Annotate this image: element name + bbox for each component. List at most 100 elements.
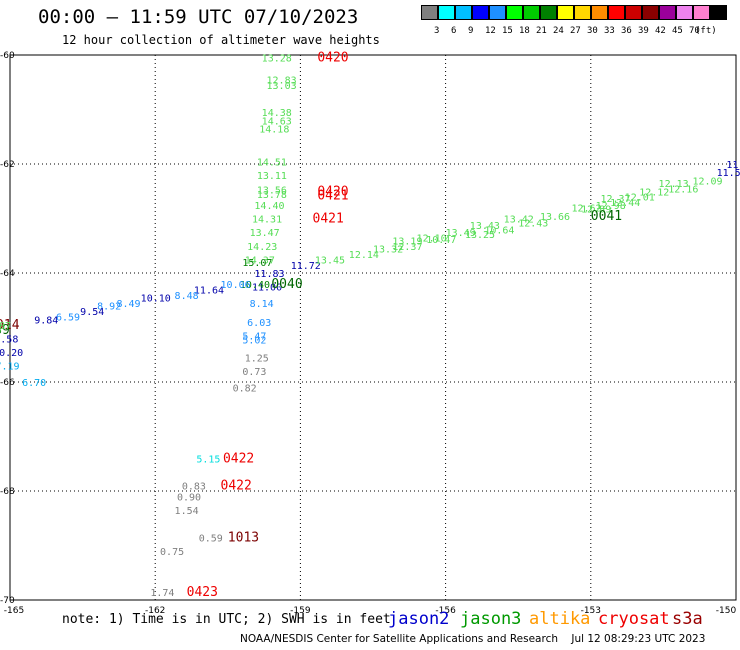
wave-height-label: 14.51	[257, 157, 287, 168]
wave-height-label: 13.87	[0, 321, 11, 332]
wave-height-label: 0.75	[160, 547, 184, 558]
wave-height-label: 13.49	[446, 228, 476, 239]
legend-swatch	[421, 5, 438, 20]
wave-height-label: 8.14	[250, 299, 274, 310]
lon-tick-label: -162	[145, 606, 165, 616]
wave-height-label: 12.89	[581, 205, 611, 216]
wave-height-label: 6.03	[247, 318, 271, 329]
pass-time-label: 0420	[317, 51, 348, 66]
wave-height-label: 13.78	[257, 190, 287, 201]
wave-height-label: 14.18	[259, 125, 289, 136]
wave-height-label: 12.83	[267, 76, 297, 87]
wave-height-label: 12.13	[659, 179, 689, 190]
wave-height-label: 13.47	[250, 228, 280, 239]
legend-swatch	[438, 5, 455, 20]
legend-label: 12	[485, 26, 496, 36]
wave-height-label: 5.15	[196, 454, 220, 465]
pass-time-label: 1014	[0, 318, 20, 333]
legend-swatch	[574, 5, 591, 20]
legend-swatch	[557, 5, 574, 20]
wave-height-label: 0.82	[233, 383, 257, 394]
lat-tick-label: -60	[0, 51, 15, 61]
lon-tick-label: -159	[290, 606, 311, 616]
wave-height-label: 8.92	[97, 302, 121, 313]
wave-height-label: 14.31	[252, 215, 282, 226]
wave-height-label: 10.06	[221, 280, 251, 291]
legend-label: 24	[553, 26, 564, 36]
wave-height-label: 9.84	[34, 315, 58, 326]
pass-time-label: 0422	[223, 451, 254, 466]
legend-label: 45	[672, 26, 683, 36]
wave-height-label: 14.40	[254, 201, 284, 212]
satellite-jason3: jason3	[460, 609, 522, 629]
wave-height-label: 12.98	[596, 201, 626, 212]
pass-time-label: 0039	[0, 323, 10, 338]
wave-height-label: 14.23	[247, 242, 277, 253]
wave-height-label: 13.43	[470, 221, 500, 232]
legend-label: 15	[502, 26, 513, 36]
wave-height-label: 12.12	[639, 187, 669, 198]
satellite-s3a: s3a	[672, 609, 703, 629]
legend-swatch	[489, 5, 506, 20]
legend-unit: (ft)	[695, 26, 717, 36]
legend-label: 42	[655, 26, 666, 36]
legend-label: 3	[434, 26, 440, 36]
wave-height-label: 7.19	[0, 362, 20, 373]
wave-height-label: 13.45	[315, 255, 345, 266]
wave-height-label: 13.56	[257, 186, 287, 197]
wave-height-label: 10.20	[0, 348, 23, 359]
lat-tick-label: -68	[0, 487, 15, 497]
legend-swatch	[676, 5, 693, 20]
wave-height-label: 0.73	[242, 367, 266, 378]
legend-label: 21	[536, 26, 547, 36]
wave-height-label: 6.59	[56, 313, 80, 324]
legend-swatch	[455, 5, 472, 20]
wave-height-label: 12.44	[610, 198, 640, 209]
legend-label: 39	[638, 26, 649, 36]
footer-credit: NOAA/NESDIS Center for Satellite Applica…	[240, 633, 706, 645]
wave-height-label: 0.59	[199, 533, 223, 544]
legend-swatch	[591, 5, 608, 20]
pass-time-label: 0421	[313, 212, 344, 227]
wave-height-label: 14.38	[262, 108, 292, 119]
wave-height-label: 12.01	[625, 193, 655, 204]
legend-label: 6	[451, 26, 457, 36]
wave-height-label: 0.90	[177, 492, 201, 503]
footer-note: note: 1) Time is in UTC; 2) SWH is in fe…	[62, 612, 391, 627]
wave-height-label: 12.62	[571, 204, 601, 215]
wave-height-label: 11.64	[194, 285, 224, 296]
wave-height-label: 12.14	[349, 250, 379, 261]
legend-swatch	[472, 5, 489, 20]
satellite-altika: altika	[529, 609, 591, 629]
wave-height-label: 15.07	[242, 258, 272, 269]
wave-height-label: 10.64	[484, 225, 514, 236]
wave-height-label: 13.28	[262, 54, 292, 65]
wave-height-label: 11.76	[726, 160, 740, 171]
page-subtitle: 12 hour collection of altimeter wave hei…	[62, 33, 380, 47]
wave-height-label: 10.58	[0, 334, 18, 345]
wave-height-label: 10.47	[426, 235, 456, 246]
wave-height-label: 6.70	[22, 378, 46, 389]
wave-height-label: 12.09	[692, 176, 722, 187]
satellite-cryosat: cryosat	[598, 609, 670, 629]
pass-time-label: 0420	[317, 184, 348, 199]
pass-time-label: 0421	[317, 189, 348, 204]
wave-height-label: 13.11	[257, 171, 287, 182]
wave-height-label: 11.59	[717, 168, 740, 179]
wave-height-label: 12.16	[668, 185, 698, 196]
wave-height-label: 8.48	[175, 291, 199, 302]
wave-height-label: 13.25	[465, 230, 495, 241]
lon-tick-label: -153	[581, 606, 601, 616]
wave-height-label: 8.49	[116, 299, 140, 310]
legend-swatch	[540, 5, 557, 20]
wave-height-label: 10.40	[240, 280, 270, 291]
lat-tick-label: -70	[0, 596, 15, 606]
lon-tick-label: -156	[435, 606, 456, 616]
legend-label: 33	[604, 26, 615, 36]
legend-swatch	[642, 5, 659, 20]
legend-label: 9	[468, 26, 474, 36]
lon-tick-label: -150	[716, 606, 737, 616]
wave-height-label: 14.37	[245, 255, 275, 266]
pass-time-label: 0423	[187, 585, 218, 600]
